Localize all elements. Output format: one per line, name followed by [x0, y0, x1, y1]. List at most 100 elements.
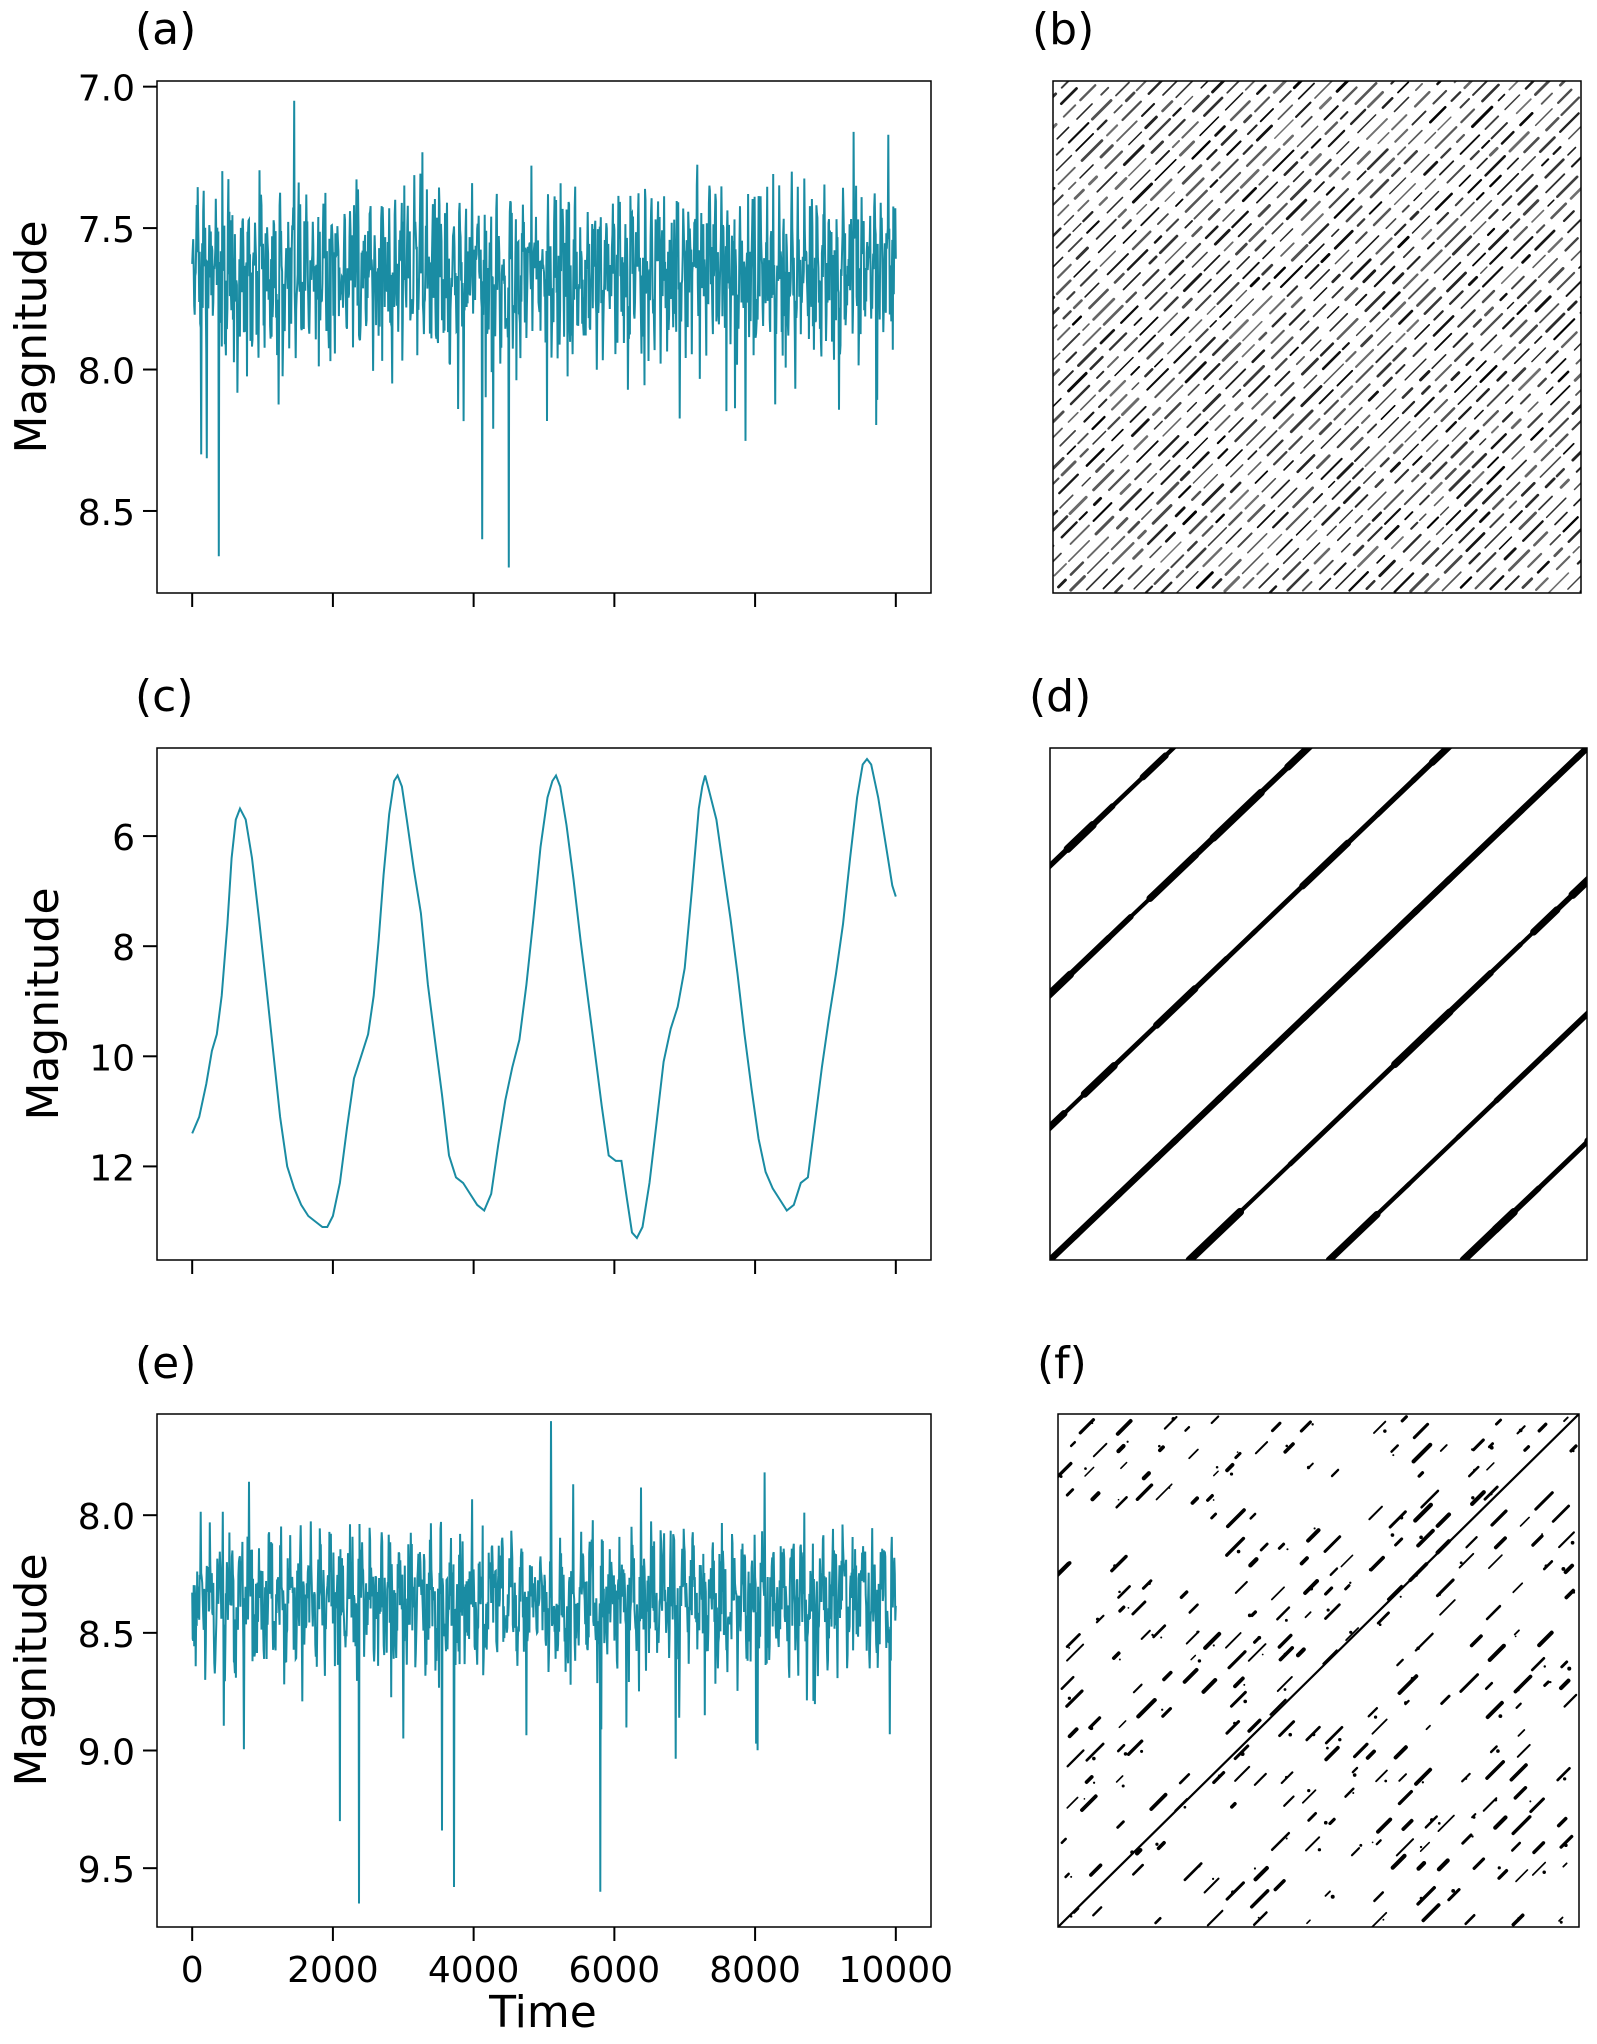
recurrence-segment — [1391, 114, 1408, 131]
recurrence-segment — [1350, 1847, 1361, 1857]
recurrence-segment — [1376, 1817, 1393, 1834]
recurrence-segment — [1300, 115, 1313, 128]
recurrence-segment — [1475, 191, 1485, 201]
recurrence-segment — [1270, 329, 1285, 344]
recurrence-segment — [1458, 1552, 1475, 1569]
recurrence-segment — [1037, 455, 1051, 469]
recurrence-segment — [1131, 182, 1153, 204]
recurrence-segment — [1586, 100, 1592, 106]
recurrence-segment — [1502, 346, 1517, 361]
recurrence-segment — [1113, 272, 1125, 284]
recurrence-segment — [1565, 280, 1581, 297]
recurrence-segment — [823, 583, 830, 590]
recurrence-segment — [1128, 131, 1143, 146]
recurrence-segment — [1471, 1813, 1477, 1819]
recurrence-segment — [848, 518, 865, 535]
recurrence-segment — [1527, 412, 1543, 429]
recurrence-segment — [1344, 287, 1359, 302]
panel-f-recurrence-marks — [1058, 1414, 1579, 1927]
recurrence-segment — [1243, 114, 1253, 124]
recurrence-segment — [1424, 131, 1437, 144]
recurrence-segment — [1365, 579, 1376, 590]
recurrence-segment — [880, 553, 891, 564]
recurrence-segment — [932, 347, 942, 357]
recurrence-segment — [1419, 513, 1427, 521]
recurrence-segment — [1218, 158, 1239, 179]
recurrence-segment — [1545, 173, 1566, 194]
recurrence-segment — [1320, 457, 1343, 480]
recurrence-segment — [1023, 279, 1041, 297]
recurrence-segment — [1085, 1742, 1105, 1762]
recurrence-segment — [1092, 469, 1115, 492]
recurrence-segment — [1446, 271, 1467, 293]
recurrence-segment — [753, 544, 760, 551]
recurrence-segment — [1073, 260, 1091, 278]
recurrence-segment — [1420, 462, 1432, 473]
recurrence-segment — [1188, 319, 1203, 334]
recurrence-segment — [1215, 260, 1231, 275]
recurrence-segment — [1059, 87, 1078, 106]
recurrence-segment — [1439, 506, 1450, 516]
recurrence-dot — [1414, 1573, 1418, 1577]
recurrence-segment — [1459, 1673, 1480, 1693]
recurrence-segment — [1079, 164, 1094, 179]
recurrence-segment — [1563, 1693, 1578, 1708]
recurrence-segment — [1095, 1614, 1105, 1624]
recurrence-segment — [1482, 1797, 1498, 1812]
recurrence-segment — [1419, 370, 1431, 382]
recurrence-segment — [767, 524, 780, 537]
recurrence-segment — [1132, 548, 1144, 560]
recurrence-segment — [1402, 246, 1415, 259]
recurrence-segment — [896, 393, 911, 408]
recurrence-band — [1366, 906, 1421, 959]
recurrence-segment — [924, 519, 940, 535]
recurrence-segment — [1304, 1836, 1321, 1852]
recurrence-segment — [924, 394, 942, 412]
recurrence-segment — [1459, 97, 1471, 109]
recurrence-band — [1572, 748, 1587, 762]
recurrence-segment — [1076, 103, 1093, 120]
recurrence-segment — [1576, 558, 1581, 565]
recurrence-segment — [1111, 541, 1135, 565]
recurrence-segment — [1531, 1534, 1544, 1547]
recurrence-segment — [907, 275, 921, 289]
recurrence-dot — [1091, 1422, 1094, 1425]
recurrence-segment — [998, 496, 1010, 508]
recurrence-dot — [1541, 1533, 1543, 1535]
recurrence-segment — [847, 406, 868, 427]
recurrence-segment — [810, 468, 820, 478]
recurrence-segment — [1470, 199, 1493, 222]
recurrence-segment — [1433, 310, 1444, 321]
recurrence-segment — [1053, 368, 1061, 378]
recurrence-dot — [1284, 1775, 1288, 1779]
recurrence-segment — [1247, 504, 1266, 523]
recurrence-segment — [1560, 1660, 1569, 1669]
x-tick-label: 0 — [181, 1950, 204, 1991]
recurrence-segment — [904, 439, 912, 447]
recurrence-segment — [1484, 155, 1506, 177]
recurrence-segment — [1423, 296, 1443, 315]
recurrence-segment — [1524, 464, 1538, 478]
recurrence-dot — [1309, 1586, 1314, 1591]
recurrence-segment — [1500, 130, 1515, 145]
recurrence-segment — [690, 549, 710, 569]
recurrence-segment — [951, 527, 963, 539]
recurrence-segment — [994, 452, 1008, 466]
recurrence-segment — [1155, 150, 1170, 165]
recurrence-segment — [1426, 241, 1435, 250]
recurrence-segment — [1435, 526, 1445, 536]
recurrence-dot — [1229, 1472, 1234, 1476]
recurrence-segment — [1241, 187, 1257, 203]
recurrence-segment — [1563, 1416, 1569, 1423]
recurrence-dot — [1382, 1918, 1385, 1921]
recurrence-segment — [1241, 552, 1264, 575]
panel-a-y-label: Magnitude — [6, 220, 57, 453]
recurrence-segment — [1073, 188, 1085, 200]
recurrence-segment — [1191, 490, 1202, 501]
recurrence-segment — [1066, 445, 1077, 455]
recurrence-segment — [1215, 513, 1225, 524]
recurrence-segment — [1255, 124, 1273, 142]
recurrence-segment — [1157, 435, 1180, 457]
recurrence-dot — [1118, 1590, 1121, 1594]
recurrence-segment — [934, 197, 953, 216]
